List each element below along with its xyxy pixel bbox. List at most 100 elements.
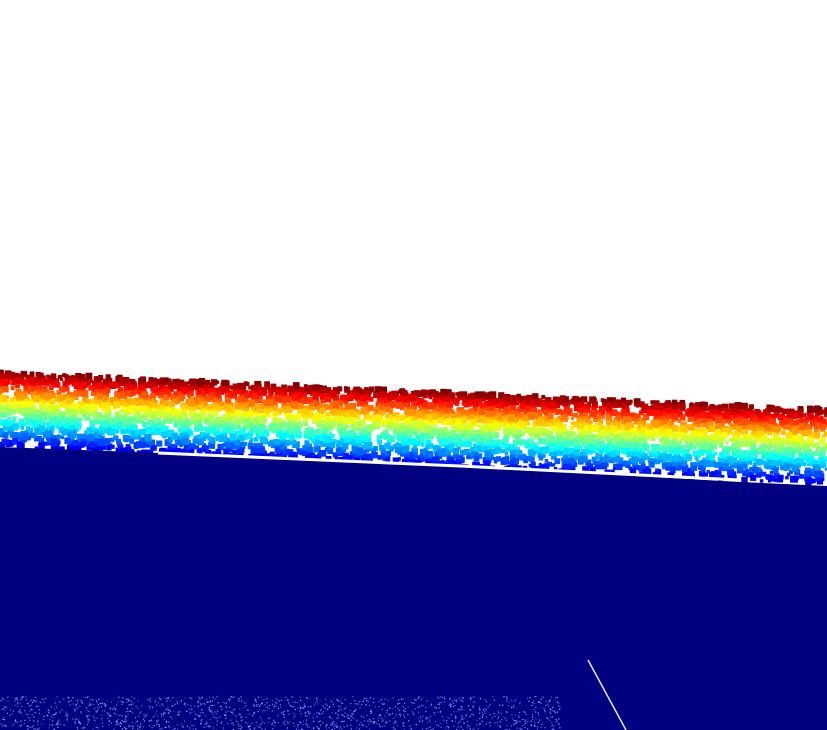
cloud-point <box>810 471 816 477</box>
cloud-point <box>262 399 270 406</box>
cloud-point <box>765 430 769 434</box>
cloud-point <box>403 417 407 421</box>
cloud-point <box>693 445 697 450</box>
cloud-point <box>355 409 360 414</box>
cloud-point <box>34 446 39 450</box>
cloud-point <box>378 410 383 414</box>
cloud-point <box>694 428 700 434</box>
cloud-point <box>441 447 449 455</box>
cloud-point <box>299 450 304 456</box>
cloud-point <box>585 427 590 431</box>
cloud-point <box>358 419 366 426</box>
cloud-point <box>555 434 559 438</box>
cloud-point <box>405 430 411 436</box>
cloud-point <box>24 430 29 434</box>
cloud-point <box>207 428 211 432</box>
cloud-point <box>547 418 553 424</box>
cloud-point <box>676 410 682 416</box>
cloud-point <box>328 403 335 409</box>
cloud-point <box>412 444 417 449</box>
cloud-point <box>581 416 586 421</box>
cloud-point <box>475 462 480 467</box>
cloud-point <box>728 437 733 442</box>
cloud-point <box>710 414 714 418</box>
cloud-point <box>459 458 465 464</box>
cloud-point <box>310 406 315 411</box>
cloud-point <box>657 404 663 410</box>
cloud-point <box>446 392 453 399</box>
cloud-point <box>249 437 254 442</box>
cloud-point <box>738 420 744 426</box>
cloud-point <box>424 394 429 399</box>
cloud-point <box>0 418 2 423</box>
cloud-point <box>80 433 87 440</box>
cloud-point <box>58 426 66 434</box>
cloud-point <box>548 449 555 456</box>
cloud-point <box>596 440 603 447</box>
cloud-point <box>397 435 404 442</box>
cloud-point <box>514 434 522 441</box>
cloud-point <box>234 439 241 446</box>
cloud-point <box>482 417 489 424</box>
cloud-point <box>186 439 191 444</box>
cloud-point <box>228 409 233 414</box>
cloud-point <box>773 406 781 414</box>
cloud-point <box>242 402 249 409</box>
cloud-point <box>394 424 399 429</box>
cloud-point <box>735 450 739 455</box>
cloud-point <box>697 409 703 414</box>
cloud-point <box>446 418 453 425</box>
cloud-point <box>201 436 206 442</box>
cloud-point <box>50 439 58 447</box>
cloud-point <box>315 434 322 441</box>
cloud-point <box>281 392 288 399</box>
cloud-point <box>253 419 260 425</box>
cloud-point <box>402 396 409 403</box>
cloud-point <box>626 443 631 448</box>
cloud-point <box>519 416 523 421</box>
cloud-point <box>817 457 825 465</box>
cloud-point <box>0 428 5 435</box>
cloud-point <box>71 409 78 417</box>
cloud-point <box>550 453 557 460</box>
cloud-point <box>62 395 67 401</box>
cloud-point <box>689 406 696 414</box>
cloud-point <box>559 426 565 432</box>
cloud-point <box>211 407 215 411</box>
cloud-point <box>133 397 139 404</box>
cloud-point <box>7 406 12 411</box>
cloud-point <box>495 443 500 448</box>
cloud-point <box>498 402 504 408</box>
cloud-point <box>547 412 554 419</box>
cloud-point <box>318 404 323 410</box>
cloud-point <box>581 412 588 419</box>
cloud-point <box>60 422 68 430</box>
cloud-point <box>465 410 471 416</box>
cloud-point <box>260 387 268 395</box>
cloud-point <box>328 425 334 431</box>
cloud-point <box>486 436 493 443</box>
cloud-point <box>815 475 822 482</box>
cloud-point <box>371 448 377 454</box>
cloud-point <box>162 430 167 435</box>
cloud-point <box>128 446 132 450</box>
cloud-point <box>319 434 327 442</box>
cloud-point <box>629 415 636 421</box>
cloud-point <box>572 455 576 459</box>
cloud-point <box>197 424 202 429</box>
cloud-point <box>124 409 131 415</box>
cloud-point <box>666 446 670 450</box>
cloud-point <box>662 435 666 439</box>
cloud-point <box>538 455 544 461</box>
cloud-point <box>790 476 794 480</box>
cloud-point <box>306 410 314 417</box>
cloud-point <box>71 445 77 450</box>
cloud-point <box>343 386 348 390</box>
cloud-point <box>307 406 313 412</box>
cloud-point <box>366 411 370 416</box>
cloud-point <box>314 429 318 434</box>
cloud-point <box>751 447 755 452</box>
cloud-point <box>497 425 502 430</box>
